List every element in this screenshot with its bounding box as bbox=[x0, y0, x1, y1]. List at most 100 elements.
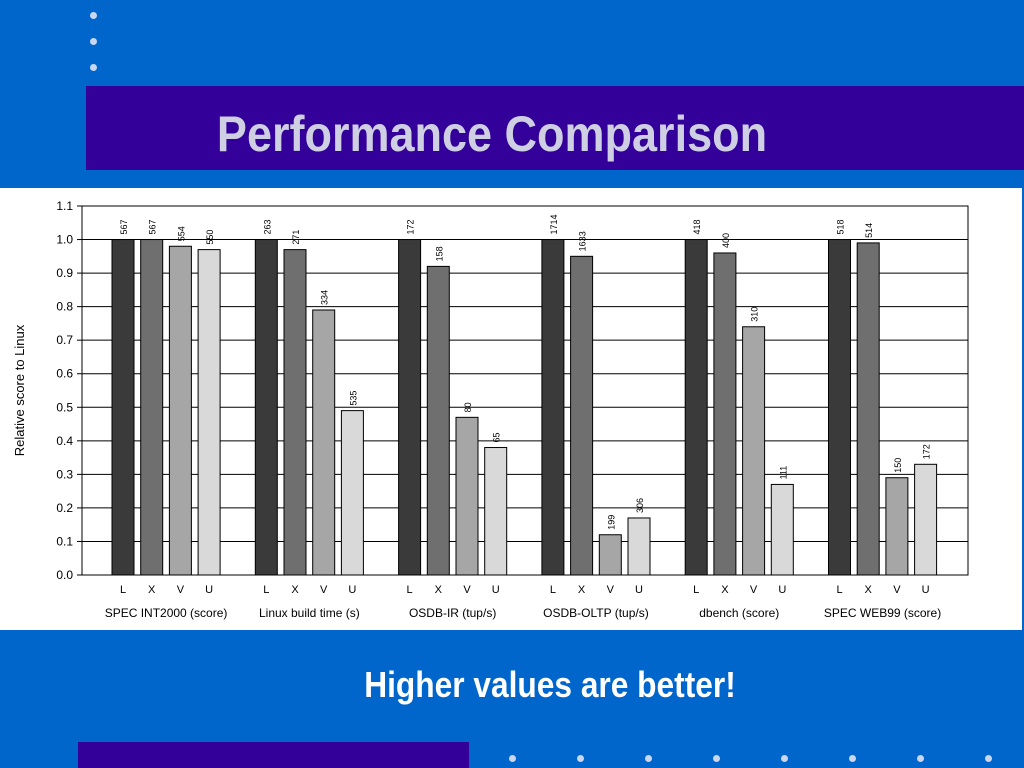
bar-4-V bbox=[742, 326, 766, 576]
bar-0-U bbox=[197, 249, 221, 576]
group-label: OSDB-IR (tup/s) bbox=[409, 606, 496, 620]
decor-dot bbox=[917, 755, 924, 762]
bar-0-L bbox=[111, 239, 135, 576]
label-layer: 0.0 0.1 0.2 0.3 0.4 0.5 0.6 0.7 0.8 0.9 1.0 1.1 567 L… bbox=[56, 199, 941, 620]
bar-2-L bbox=[398, 239, 422, 576]
bar-2-X bbox=[426, 265, 450, 576]
bar-4-X bbox=[713, 252, 737, 576]
bar-letter-label: V bbox=[750, 584, 758, 596]
decor-dot bbox=[645, 755, 652, 762]
y-tick-label: 0.9 bbox=[56, 266, 73, 280]
bar-value-label: 1714 bbox=[549, 215, 559, 235]
bar-3-L bbox=[541, 239, 565, 576]
bar-value-label: 158 bbox=[434, 246, 444, 261]
bar-4-L bbox=[684, 239, 708, 576]
bar-letter-label: V bbox=[607, 584, 615, 596]
bar-letter-label: V bbox=[463, 584, 471, 596]
bar-5-V bbox=[885, 477, 909, 576]
y-axis-label: Relative score to Linux bbox=[12, 324, 27, 456]
bar-layer bbox=[111, 239, 938, 576]
bar-value-label: 418 bbox=[692, 220, 702, 235]
decor-dot bbox=[90, 64, 97, 71]
bar-1-X bbox=[283, 249, 307, 576]
bar-letter-label: V bbox=[320, 584, 328, 596]
bar-value-label: 150 bbox=[893, 458, 903, 473]
bar-letter-label: U bbox=[778, 584, 786, 596]
y-tick-label: 0.7 bbox=[56, 333, 73, 347]
group-label: SPEC INT2000 (score) bbox=[105, 606, 228, 620]
y-tick-label: 0.8 bbox=[56, 300, 73, 314]
bar-0-V bbox=[168, 245, 192, 576]
bar-value-label: 535 bbox=[348, 391, 358, 406]
bar-value-label: 567 bbox=[119, 220, 129, 235]
bar-value-label: 518 bbox=[836, 220, 846, 235]
bar-letter-label: L bbox=[550, 584, 556, 596]
bar-1-U bbox=[340, 410, 364, 576]
bar-3-X bbox=[570, 255, 594, 576]
y-tick-label: 0.5 bbox=[56, 400, 73, 414]
bar-value-label: 550 bbox=[205, 230, 215, 245]
bar-letter-label: V bbox=[177, 584, 185, 596]
bar-value-label: 199 bbox=[606, 515, 616, 530]
decor-dot bbox=[849, 755, 856, 762]
group-label: SPEC WEB99 (score) bbox=[824, 606, 941, 620]
bar-0-X bbox=[140, 239, 164, 576]
bar-letter-label: V bbox=[893, 584, 901, 596]
bar-letter-label: X bbox=[721, 584, 729, 596]
bar-3-U bbox=[627, 517, 651, 576]
bar-2-V bbox=[455, 416, 479, 576]
bar-1-V bbox=[312, 309, 336, 576]
bar-letter-label: L bbox=[693, 584, 699, 596]
group-label: dbench (score) bbox=[699, 606, 779, 620]
bar-value-label: 310 bbox=[750, 307, 760, 322]
bar-letter-label: L bbox=[120, 584, 126, 596]
plot-frame bbox=[81, 205, 969, 576]
bar-chart: 0.0 0.1 0.2 0.3 0.4 0.5 0.6 0.7 0.8 0.9 1.0 1.1 567 L… bbox=[12, 199, 969, 620]
bar-value-label: 172 bbox=[406, 220, 416, 235]
bar-letter-label: L bbox=[836, 584, 842, 596]
decor-dot bbox=[90, 12, 97, 19]
bar-value-label: 271 bbox=[291, 230, 301, 245]
bar-value-label: 111 bbox=[778, 466, 788, 480]
bar-letter-label: U bbox=[635, 584, 643, 596]
title-bar: Performance Comparison bbox=[86, 86, 1024, 170]
bar-letter-label: X bbox=[148, 584, 156, 596]
y-tick-label: 0.6 bbox=[56, 367, 73, 381]
bar-letter-label: X bbox=[865, 584, 873, 596]
bar-value-label: 306 bbox=[635, 498, 645, 513]
bottom-bar bbox=[78, 742, 469, 768]
bar-letter-label: U bbox=[492, 584, 500, 596]
bar-value-label: 65 bbox=[492, 433, 502, 443]
bar-5-X bbox=[856, 242, 880, 576]
footer-note: Higher values are better! bbox=[364, 664, 736, 705]
bar-5-U bbox=[914, 463, 938, 576]
bar-letter-label: X bbox=[435, 584, 443, 596]
bar-4-U bbox=[770, 483, 794, 576]
decor-dot bbox=[985, 755, 992, 762]
y-tick-label: 1.0 bbox=[56, 233, 73, 247]
bar-3-V bbox=[598, 534, 622, 576]
bar-letter-label: L bbox=[263, 584, 269, 596]
decor-dot bbox=[713, 755, 720, 762]
bar-letter-label: X bbox=[291, 584, 299, 596]
bar-letter-label: U bbox=[348, 584, 356, 596]
bar-value-label: 172 bbox=[922, 444, 932, 459]
bar-1-L bbox=[254, 239, 278, 576]
decor-dot bbox=[509, 755, 516, 762]
y-tick-label: 0.1 bbox=[56, 534, 73, 548]
bar-value-label: 263 bbox=[262, 220, 272, 235]
bar-letter-label: L bbox=[407, 584, 413, 596]
y-tick-label: 1.1 bbox=[56, 199, 73, 213]
group-label: Linux build time (s) bbox=[259, 606, 360, 620]
bar-value-label: 80 bbox=[463, 402, 473, 412]
bar-letter-label: X bbox=[578, 584, 586, 596]
decor-dot bbox=[577, 755, 584, 762]
y-tick-label: 0.4 bbox=[56, 434, 73, 448]
decor-dot bbox=[781, 755, 788, 762]
bar-5-L bbox=[828, 239, 851, 576]
bar-letter-label: U bbox=[205, 584, 213, 596]
bar-value-label: 567 bbox=[148, 220, 158, 235]
group-label: OSDB-OLTP (tup/s) bbox=[543, 606, 649, 620]
bar-value-label: 1633 bbox=[578, 231, 588, 251]
bar-value-label: 400 bbox=[721, 233, 731, 248]
